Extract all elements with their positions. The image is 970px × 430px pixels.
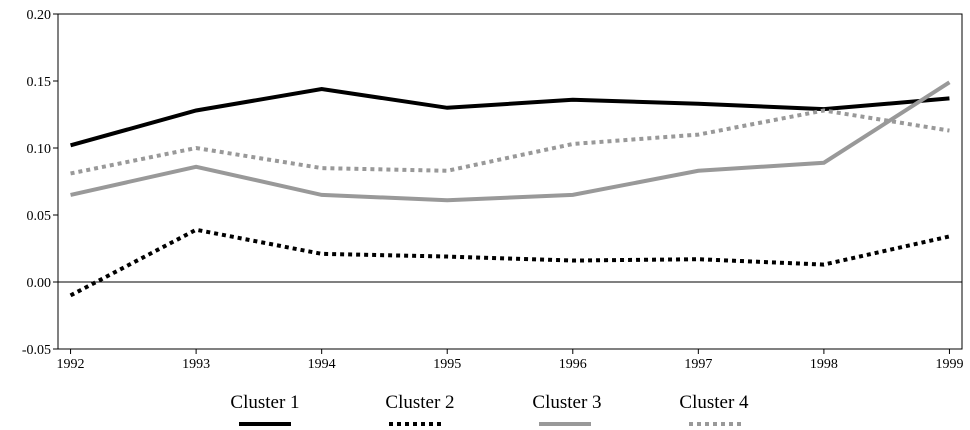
- x-tick-label: 1999: [935, 357, 963, 372]
- plot-frame: [57, 13, 963, 350]
- legend-label: Cluster 3: [532, 392, 601, 413]
- legend-label: Cluster 1: [230, 392, 299, 413]
- legend-label: Cluster 4: [679, 392, 749, 413]
- y-tick-label: -0.05: [22, 343, 51, 358]
- x-tick-label: 1993: [182, 357, 210, 372]
- x-tick-label: 1992: [57, 357, 85, 372]
- legend-label: Cluster 2: [385, 392, 454, 413]
- x-tick-label: 1995: [433, 357, 461, 372]
- x-tick-label: 1998: [810, 357, 838, 372]
- y-tick-label: 0.15: [27, 75, 52, 90]
- x-tick-label: 1994: [308, 357, 336, 372]
- series-line: [70, 80, 951, 203]
- series-line: [70, 87, 950, 148]
- y-tick-label: 0.20: [27, 8, 52, 23]
- x-tick-label: 1996: [559, 357, 587, 372]
- series-line: [69, 227, 950, 298]
- y-tick-label: 0.00: [27, 276, 52, 291]
- y-tick-label: 0.05: [27, 209, 52, 224]
- x-tick-label: 1997: [684, 357, 712, 372]
- y-tick-label: 0.10: [27, 142, 52, 157]
